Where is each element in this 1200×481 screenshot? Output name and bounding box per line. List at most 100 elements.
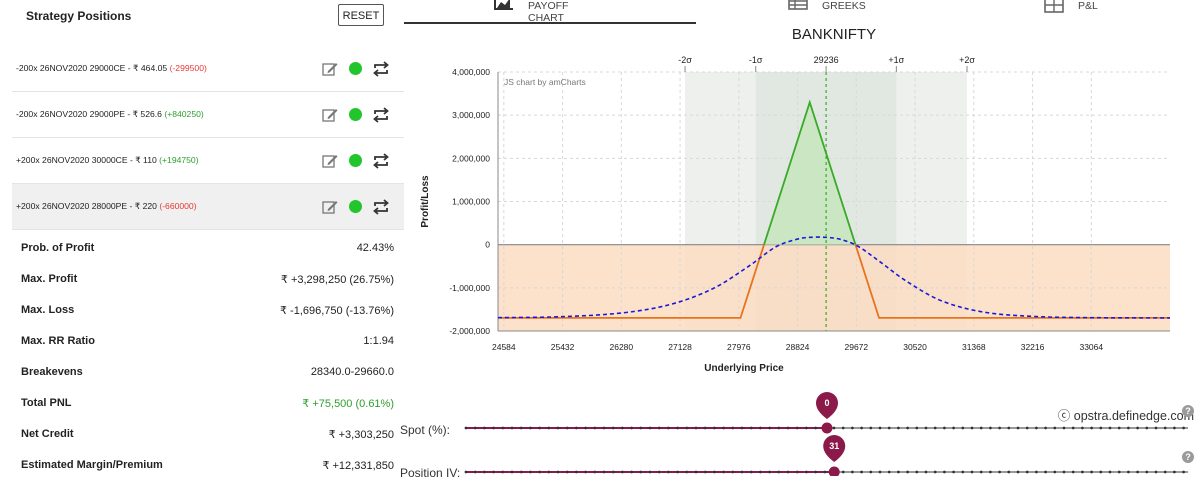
status-dot-icon[interactable] xyxy=(349,200,362,213)
positions-list: -200x 26NOV2020 29000CE - ₹ 464.05 (-299… xyxy=(12,46,404,230)
help-icon[interactable]: ? xyxy=(1182,405,1194,417)
slider-tick xyxy=(814,426,817,430)
stat-label: Prob. of Profit xyxy=(21,242,95,254)
slider-tick xyxy=(703,470,707,474)
site-credit: ⓒ opstra.definedge.com xyxy=(1057,409,1194,423)
slider-tick xyxy=(529,426,532,430)
position-row: +200x 26NOV2020 28000PE - ₹ 220 (-660000… xyxy=(12,184,404,230)
slider-tick xyxy=(621,426,624,430)
swap-icon[interactable] xyxy=(372,153,390,169)
sigma-label: +2σ xyxy=(959,55,975,65)
status-dot-icon[interactable] xyxy=(349,154,362,167)
slider-tick xyxy=(989,426,992,430)
edit-icon[interactable] xyxy=(322,153,338,169)
slider-tick xyxy=(924,426,928,430)
slider-value-marker xyxy=(816,392,838,419)
slider-tick xyxy=(565,426,569,430)
slider-tick xyxy=(1163,470,1167,474)
slider-tick xyxy=(768,426,771,430)
slider-tick xyxy=(805,470,808,474)
slider-tick xyxy=(961,426,965,430)
stat-label: Max. Loss xyxy=(21,304,75,316)
slider-tick xyxy=(676,426,679,430)
slider-tick xyxy=(998,470,1001,474)
slider-knob[interactable] xyxy=(821,422,833,434)
slider-tick xyxy=(1016,426,1020,430)
slider-tick xyxy=(630,470,633,474)
active-tab-indicator xyxy=(404,22,696,24)
slider-tick xyxy=(878,470,882,474)
position-row: -200x 26NOV2020 29000PE - ₹ 526.6 (+8402… xyxy=(12,92,404,138)
slider-tick xyxy=(1035,470,1038,474)
edit-icon[interactable] xyxy=(322,199,338,215)
slider-tick xyxy=(1154,426,1158,430)
slider-tick xyxy=(575,470,578,474)
edit-icon[interactable] xyxy=(322,61,338,77)
tab-label: PAYOFF CHART xyxy=(528,0,569,24)
slider-tick xyxy=(657,426,661,430)
help-icon[interactable]: ? xyxy=(1182,451,1194,463)
position-leg-text: +200x 26NOV2020 28000PE - ₹ 220 xyxy=(16,201,160,211)
slider-tick xyxy=(464,470,468,474)
position-row: +200x 26NOV2020 30000CE - ₹ 110 (+194750… xyxy=(12,138,404,184)
slider-tick xyxy=(556,426,560,430)
stat-label: Max. Profit xyxy=(21,273,78,285)
slider-tick xyxy=(1163,426,1167,430)
y-tick-label: -2,000,000 xyxy=(449,326,490,336)
swap-icon[interactable] xyxy=(372,107,390,123)
swap-icon[interactable] xyxy=(372,199,390,215)
slider-tick xyxy=(768,470,771,474)
slider-tick xyxy=(915,426,919,430)
slider-tick xyxy=(823,470,827,474)
slider-tick xyxy=(897,470,900,474)
slider-tick xyxy=(565,470,569,474)
slider-tick xyxy=(1044,426,1047,430)
x-tick-label: 28824 xyxy=(786,342,810,352)
slider-tick xyxy=(648,470,652,474)
reset-button[interactable]: RESET xyxy=(338,4,384,26)
slider-tick xyxy=(869,470,873,474)
slider-tick xyxy=(1173,470,1176,474)
slider-tick xyxy=(933,470,937,474)
slider-tick xyxy=(915,470,919,474)
slider-tick xyxy=(832,426,836,430)
position-pnl: (-660000) xyxy=(159,201,197,211)
slider-tick xyxy=(897,426,900,430)
slider-tick xyxy=(851,426,854,430)
swap-icon[interactable] xyxy=(372,61,390,77)
stat-value: ₹ +3,303,250 xyxy=(328,429,394,441)
slider-tick xyxy=(639,426,643,430)
grid-icon xyxy=(1044,0,1064,13)
stat-row: Prob. of Profit 42.43% xyxy=(12,232,404,263)
payoff-line-profit xyxy=(763,99,857,245)
slider-tick xyxy=(1108,426,1112,430)
chart-title: BANKNIFTY xyxy=(792,26,876,43)
slider-tick xyxy=(924,470,928,474)
status-dot-icon[interactable] xyxy=(349,108,362,121)
slider-tick xyxy=(1099,470,1103,474)
slider-tick xyxy=(510,426,514,430)
slider-tick xyxy=(1071,470,1075,474)
table-icon xyxy=(788,0,808,10)
stat-value: 28340.0-29660.0 xyxy=(310,366,394,378)
slider-tick xyxy=(970,470,974,474)
edit-icon[interactable] xyxy=(322,107,338,123)
x-tick-label: 30520 xyxy=(903,342,927,352)
slider-knob[interactable] xyxy=(828,466,840,478)
x-tick-label: 25432 xyxy=(551,342,575,352)
slider-tick xyxy=(841,470,845,474)
slider-tick xyxy=(1090,470,1093,474)
status-dot-icon[interactable] xyxy=(349,62,362,75)
slider-tick xyxy=(759,426,762,430)
slider-tick xyxy=(584,470,587,474)
slider-tick xyxy=(713,470,716,474)
x-tick-label: 27128 xyxy=(668,342,692,352)
slider-tick xyxy=(1007,426,1011,430)
x-tick-label: 33064 xyxy=(1079,342,1103,352)
stat-label: Net Credit xyxy=(21,428,74,440)
slider-tick xyxy=(1007,470,1011,474)
slider-tick xyxy=(501,426,505,430)
position-actions xyxy=(322,106,392,124)
slider-tick xyxy=(547,426,551,430)
slider-tick xyxy=(1108,470,1112,474)
